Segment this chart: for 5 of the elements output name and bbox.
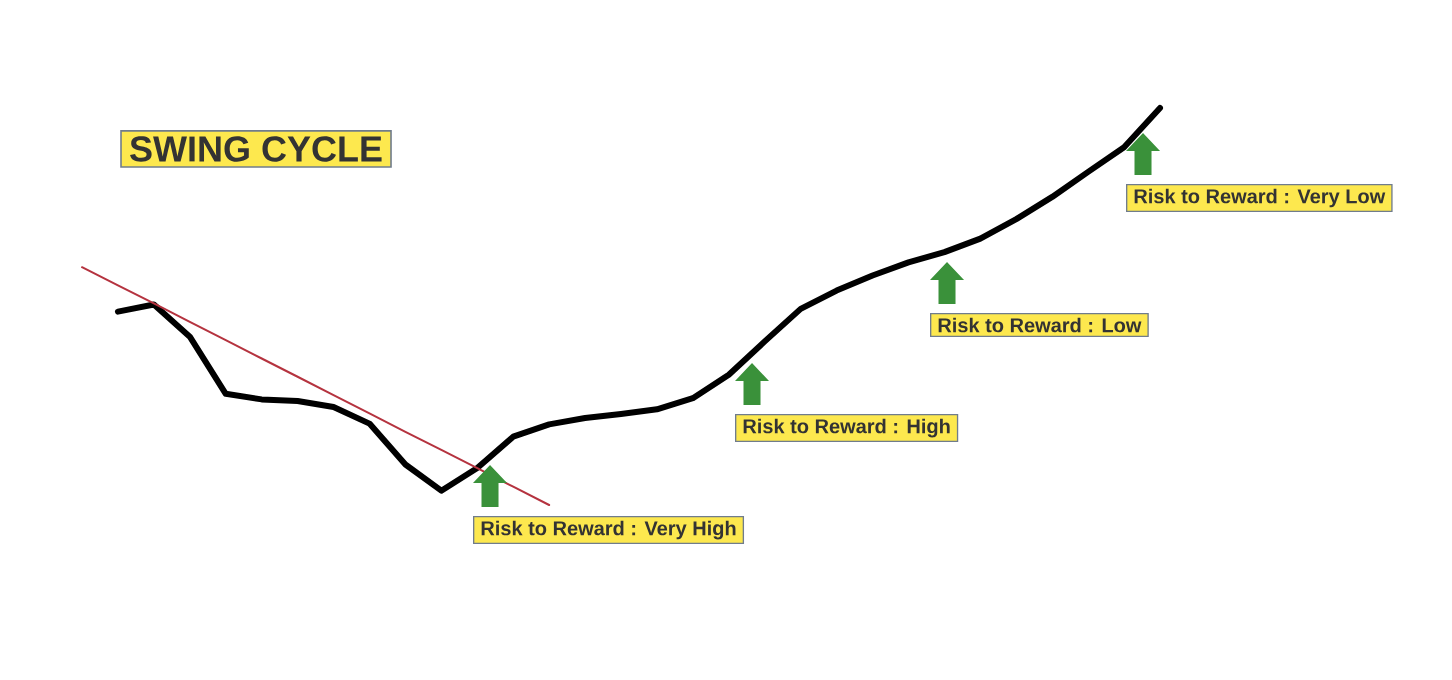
annotation: Risk to Reward : Very Low [1134,188,1386,208]
text: SWING CYCLE [130,136,382,162]
annotation: Risk to Reward : High [743,418,950,438]
text: Risk to Reward : Very High [481,520,736,540]
annotation: Risk to Reward : Low [938,317,1142,333]
